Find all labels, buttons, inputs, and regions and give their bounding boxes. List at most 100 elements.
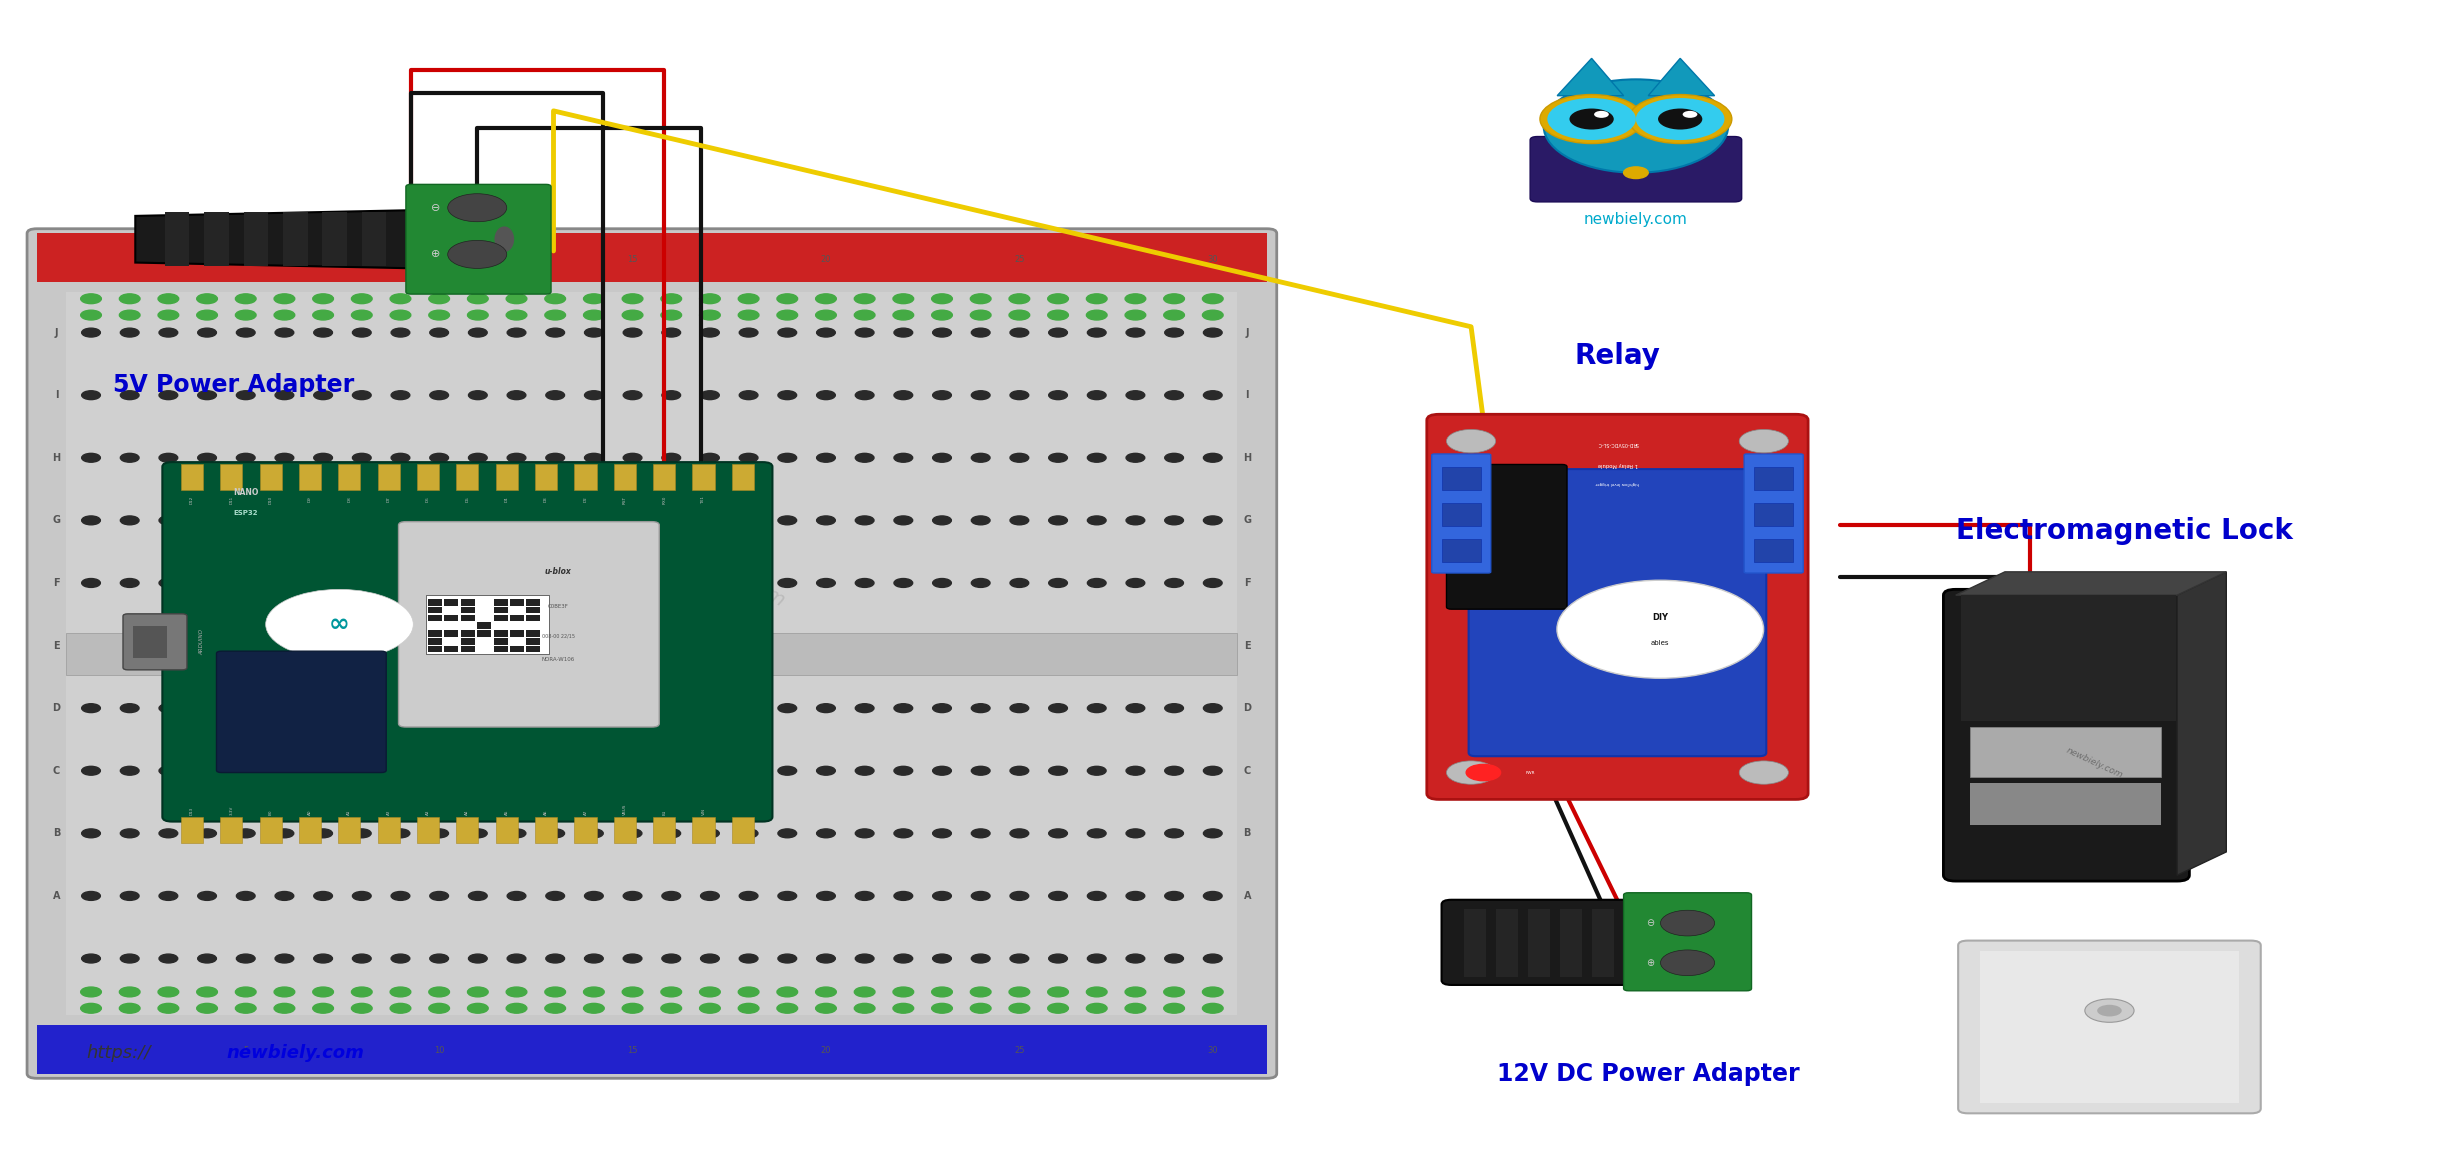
Circle shape (121, 767, 140, 775)
Circle shape (932, 579, 952, 587)
Circle shape (276, 579, 293, 587)
Circle shape (777, 516, 797, 525)
Circle shape (585, 704, 603, 713)
Polygon shape (1956, 572, 2226, 595)
Circle shape (273, 987, 295, 997)
Circle shape (1164, 987, 1183, 997)
Bar (1560, 909, 1582, 977)
Bar (445, 630, 458, 637)
Circle shape (777, 704, 797, 713)
Circle shape (893, 767, 913, 775)
Circle shape (546, 516, 563, 525)
Circle shape (893, 516, 913, 525)
Text: SRD-05VDC-SL-C: SRD-05VDC-SL-C (1597, 441, 1638, 446)
Circle shape (352, 1004, 371, 1013)
Circle shape (160, 829, 177, 838)
Circle shape (448, 240, 507, 268)
Circle shape (352, 767, 371, 775)
Circle shape (622, 328, 642, 337)
Circle shape (932, 1004, 952, 1013)
Circle shape (583, 294, 605, 303)
Circle shape (662, 955, 681, 963)
Bar (426, 595, 549, 654)
Text: D2: D2 (583, 496, 588, 502)
Circle shape (1658, 109, 1702, 130)
Circle shape (391, 1004, 411, 1013)
Text: E: E (1245, 641, 1250, 650)
Circle shape (585, 516, 603, 525)
Text: 25: 25 (1014, 254, 1026, 264)
Circle shape (1009, 987, 1031, 997)
Circle shape (1446, 761, 1496, 784)
FancyBboxPatch shape (1432, 454, 1491, 573)
Circle shape (391, 310, 411, 320)
Bar (445, 615, 458, 621)
FancyBboxPatch shape (1442, 900, 1670, 985)
Circle shape (738, 294, 760, 303)
Circle shape (121, 892, 140, 901)
Circle shape (197, 987, 216, 997)
Bar (526, 630, 541, 637)
Circle shape (932, 516, 952, 525)
Text: A4: A4 (465, 809, 470, 815)
Text: 10: 10 (433, 1046, 445, 1055)
Circle shape (1048, 453, 1068, 462)
Circle shape (467, 516, 487, 525)
Circle shape (1087, 1004, 1107, 1013)
Circle shape (507, 453, 526, 462)
Circle shape (972, 391, 989, 399)
Circle shape (740, 328, 758, 337)
Circle shape (467, 987, 487, 997)
Circle shape (740, 892, 758, 901)
Circle shape (854, 310, 876, 320)
Circle shape (312, 1004, 335, 1013)
Circle shape (622, 892, 642, 901)
Circle shape (1164, 310, 1183, 320)
Bar (494, 645, 507, 652)
Circle shape (1203, 987, 1223, 997)
Bar (526, 607, 541, 614)
Circle shape (121, 453, 140, 462)
Text: ables: ables (1651, 641, 1670, 647)
Circle shape (1124, 1004, 1146, 1013)
Circle shape (197, 955, 216, 963)
Circle shape (467, 767, 487, 775)
Circle shape (817, 579, 836, 587)
Circle shape (585, 767, 603, 775)
Circle shape (777, 767, 797, 775)
Circle shape (701, 453, 718, 462)
Circle shape (817, 829, 836, 838)
Text: D: D (52, 704, 62, 713)
Circle shape (1164, 955, 1183, 963)
Circle shape (1127, 391, 1144, 399)
Bar (221, 817, 241, 843)
Text: 20: 20 (822, 1046, 831, 1055)
Circle shape (622, 767, 642, 775)
Circle shape (1683, 111, 1697, 118)
Circle shape (932, 704, 952, 713)
Circle shape (972, 328, 989, 337)
Circle shape (507, 294, 526, 303)
Circle shape (507, 829, 526, 838)
Circle shape (972, 516, 989, 525)
Circle shape (585, 579, 603, 587)
Circle shape (662, 328, 681, 337)
Circle shape (1087, 328, 1107, 337)
Text: newbiely.com: newbiely.com (1584, 212, 1688, 226)
Circle shape (817, 892, 836, 901)
Circle shape (276, 767, 293, 775)
Circle shape (157, 294, 180, 303)
Circle shape (893, 391, 913, 399)
Circle shape (740, 955, 758, 963)
FancyBboxPatch shape (406, 184, 551, 294)
Circle shape (81, 704, 101, 713)
Polygon shape (135, 210, 492, 268)
Circle shape (1127, 829, 1144, 838)
Circle shape (1164, 892, 1183, 901)
Circle shape (1660, 910, 1715, 936)
Circle shape (662, 767, 681, 775)
Circle shape (1048, 579, 1068, 587)
Circle shape (1203, 391, 1223, 399)
Circle shape (544, 310, 566, 320)
FancyBboxPatch shape (1624, 893, 1752, 991)
